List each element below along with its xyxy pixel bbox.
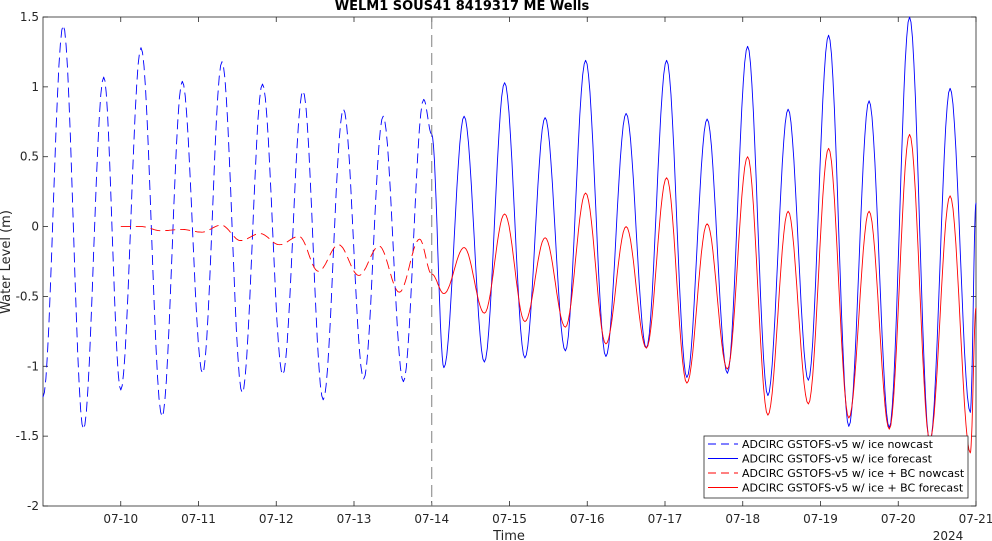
series-line-adcirc-gstofs-v5-w-ice-forecast [431,16,977,444]
x-tick-label: 07-19 [803,512,838,526]
y-tick-label: -1 [27,359,39,373]
x-tick-label: 07-20 [881,512,916,526]
y-tick-label: 1.5 [20,10,39,24]
y-tick-label: 0.5 [20,150,39,164]
x-axis-year-label: 2024 [933,529,964,541]
x-tick-label: 07-10 [103,512,138,526]
x-tick-label: 07-13 [337,512,372,526]
series-line-adcirc-gstofs-v5-w-ice-bc-nowcast [120,224,433,293]
legend-label: ADCIRC GSTOFS-v5 w/ ice + BC forecast [742,482,964,495]
y-tick-label: 1 [31,80,39,94]
legend: ADCIRC GSTOFS-v5 w/ ice nowcast ADCIRC GS… [703,435,969,499]
x-tick-label: 07-18 [725,512,760,526]
y-tick-label: -0.5 [16,289,39,303]
x-tick-label: 07-15 [492,512,527,526]
y-tick-label: -1.5 [16,429,39,443]
x-tick-label: 07-12 [259,512,294,526]
legend-label: ADCIRC GSTOFS-v5 w/ ice nowcast [742,438,934,451]
series-line-adcirc-gstofs-v5-w-ice-bc-forecast [431,133,977,454]
x-tick-label: 07-21 [959,512,992,526]
y-axis-label: Water Level (m) [0,210,14,314]
y-tick-label: 0 [31,220,39,234]
legend-label: ADCIRC GSTOFS-v5 w/ ice forecast [742,453,933,466]
legend-box [703,435,969,499]
plot-area: 07-10 07-11 07-12 07-13 07-14 07-15 07-16 07-17… [16,10,992,526]
y-tick-label: -2 [27,499,39,513]
chart-title: WELM1 SOUS41 8419317 ME Wells [335,0,590,14]
legend-label: ADCIRC GSTOFS-v5 w/ ice + BC nowcast [742,467,965,480]
x-tick-label: 07-16 [570,512,605,526]
x-tick-label: 07-14 [414,512,449,526]
x-tick-label: 07-17 [648,512,683,526]
x-tick-label: 07-11 [181,512,216,526]
x-axis-label: Time [492,529,525,541]
series-line-adcirc-gstofs-v5-w-ice-nowcast [42,24,433,430]
